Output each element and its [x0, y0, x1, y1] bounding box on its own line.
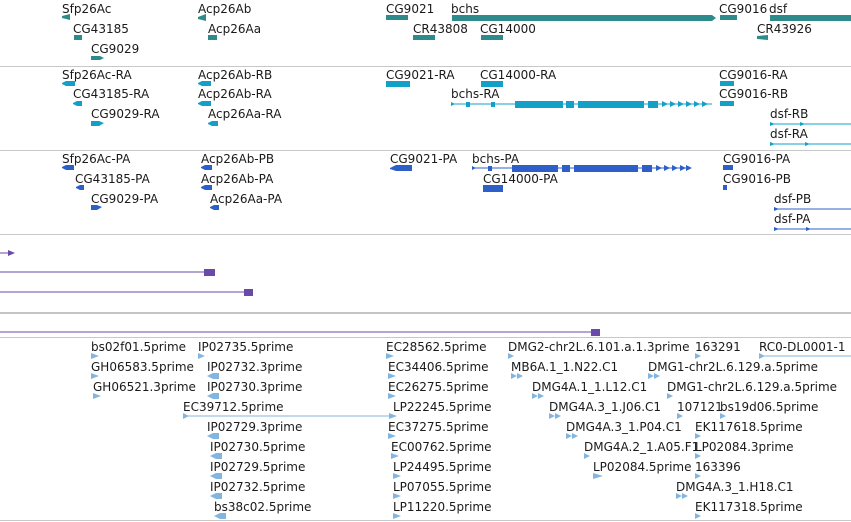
gene-label[interactable]: CG9029 [91, 42, 140, 56]
protein-label[interactable]: CG9029-PA [91, 192, 159, 206]
protein-label[interactable]: bchs-PA [472, 152, 520, 166]
gene-label[interactable]: bchs [451, 2, 480, 16]
est-label[interactable]: EC37275.5prime [388, 420, 489, 434]
gene-label[interactable]: CR43808 [413, 22, 468, 36]
protein-label[interactable]: dsf-PA [774, 212, 811, 226]
est-label[interactable]: DMG4A.3_1.P04.C1 [566, 420, 682, 434]
est-label[interactable]: IP02730.5prime [210, 440, 306, 454]
transcript-label[interactable]: dsf-RB [770, 107, 809, 121]
transcript-label[interactable]: bchs-RA [451, 87, 500, 101]
protein-label[interactable]: CG9021-PA [390, 152, 458, 166]
est-label[interactable]: DMG2-chr2L.6.101.a.1.3prime [508, 340, 690, 354]
est-label[interactable]: IP02729.3prime [207, 420, 303, 434]
gene-label[interactable]: Sfp26Ac [62, 2, 112, 16]
gene-label[interactable]: CG43185 [73, 22, 129, 36]
est-label[interactable]: EK117318.5prime [695, 500, 803, 514]
gene-label[interactable]: Acp26Ab [198, 2, 252, 16]
est-label[interactable]: GH06583.5prime [91, 360, 194, 374]
est-label[interactable]: MB6A.1_1.N22.C1 [511, 360, 619, 374]
est-label[interactable]: LP07055.5prime [393, 480, 492, 494]
transcript-label[interactable]: CG14000-RA [480, 68, 557, 82]
est-label[interactable]: DMG4A.2_1.A05.F1 [584, 440, 700, 454]
est-label[interactable]: LP11220.5prime [393, 500, 492, 514]
track-separator [0, 520, 851, 521]
protein-label[interactable]: Sfp26Ac-PA [62, 152, 131, 166]
est-label[interactable]: EC28562.5prime [386, 340, 487, 354]
est-label[interactable]: bs02f01.5prime [91, 340, 187, 354]
est-label[interactable]: EC00762.5prime [391, 440, 492, 454]
est-label[interactable]: LP24495.5prime [393, 460, 492, 474]
gene-label[interactable]: CR43926 [757, 22, 812, 36]
gene-label[interactable]: CG9021 [386, 2, 435, 16]
transcript-label[interactable]: Acp26Ab-RA [198, 87, 272, 101]
gene-label[interactable]: dsf [769, 2, 788, 16]
est-label[interactable]: EK117618.5prime [695, 420, 803, 434]
protein-label[interactable]: Acp26Ab-PA [201, 172, 274, 186]
protein-track: Sfp26Ac-PA CG43185-PA CG9029-PA Acp26Ab-… [0, 151, 851, 234]
est-label[interactable]: DMG1-chr2L.6.129.a.5prime [667, 380, 838, 394]
est-label[interactable]: 163291 [695, 340, 741, 354]
protein-label[interactable]: dsf-PB [774, 192, 812, 206]
track-separator [0, 66, 851, 67]
protein-label[interactable]: Acp26Aa-PA [210, 192, 283, 206]
est-label[interactable]: bs38c02.5prime [214, 500, 312, 514]
est-label[interactable]: IP02735.5prime [198, 340, 294, 354]
protein-label[interactable]: Acp26Ab-PB [201, 152, 275, 166]
protein-label[interactable]: CG43185-PA [75, 172, 150, 186]
transcript-track: Sfp26Ac-RA CG43185-RA CG9029-RA Acp26Ab-… [0, 67, 851, 150]
est-glyphs[interactable] [0, 338, 851, 520]
est-label[interactable]: DMG4A.3_1.H18.C1 [676, 480, 794, 494]
est-label[interactable]: RC0-DL0001-1 [759, 340, 846, 354]
protein-glyphs[interactable] [0, 151, 851, 234]
protein-label[interactable]: CG9016-PA [723, 152, 791, 166]
transcript-glyphs[interactable] [0, 67, 851, 150]
est-label[interactable]: IP02732.3prime [207, 360, 303, 374]
est-label[interactable]: 107121 [677, 400, 723, 414]
insertion-track [0, 235, 851, 337]
est-label[interactable]: DMG4A.3_1.J06.C1 [549, 400, 662, 414]
transcript-label[interactable]: Acp26Ab-RB [198, 68, 273, 82]
transcript-label[interactable]: CG43185-RA [73, 87, 150, 101]
est-label[interactable]: LP02084.3prime [695, 440, 794, 454]
gene-label[interactable]: CG14000 [480, 22, 536, 36]
est-label[interactable]: LP22245.5prime [393, 400, 492, 414]
insertion-glyphs[interactable] [0, 235, 851, 337]
est-label[interactable]: EC26275.5prime [388, 380, 489, 394]
gene-glyphs[interactable] [0, 0, 851, 66]
est-track: bs02f01.5prime GH06583.5prime GH06521.3p… [0, 338, 851, 520]
est-label[interactable]: LP02084.5prime [593, 460, 692, 474]
est-label[interactable]: DMG1-chr2L.6.129.a.5prime [648, 360, 819, 374]
est-label[interactable]: EC34406.5prime [388, 360, 489, 374]
transcript-label[interactable]: Acp26Aa-RA [208, 107, 282, 121]
est-label[interactable]: IP02732.5prime [210, 480, 306, 494]
est-label[interactable]: GH06521.3prime [93, 380, 196, 394]
est-label[interactable]: 163396 [695, 460, 741, 474]
protein-label[interactable]: CG9016-PB [723, 172, 792, 186]
transcript-label[interactable]: Sfp26Ac-RA [62, 68, 132, 82]
est-label[interactable]: IP02729.5prime [210, 460, 306, 474]
est-label[interactable]: bs19d06.5prime [720, 400, 819, 414]
transcript-label[interactable]: CG9016-RA [719, 68, 788, 82]
gene-track: Sfp26Ac CG43185 CG9029 Acp26Ab Acp26Aa C… [0, 0, 851, 66]
transcript-label[interactable]: dsf-RA [770, 127, 808, 141]
est-label[interactable]: EC39712.5prime [183, 400, 284, 414]
protein-label[interactable]: CG14000-PA [483, 172, 558, 186]
track-separator [0, 337, 851, 338]
transcript-label[interactable]: CG9016-RB [719, 87, 789, 101]
transcript-label[interactable]: CG9021-RA [386, 68, 455, 82]
track-separator [0, 150, 851, 151]
est-label[interactable]: DMG4A.1_1.L12.C1 [532, 380, 648, 394]
est-label[interactable]: IP02730.3prime [207, 380, 303, 394]
gene-label[interactable]: Acp26Aa [208, 22, 262, 36]
track-separator [0, 234, 851, 235]
transcript-label[interactable]: CG9029-RA [91, 107, 160, 121]
gene-label[interactable]: CG9016 [719, 2, 768, 16]
